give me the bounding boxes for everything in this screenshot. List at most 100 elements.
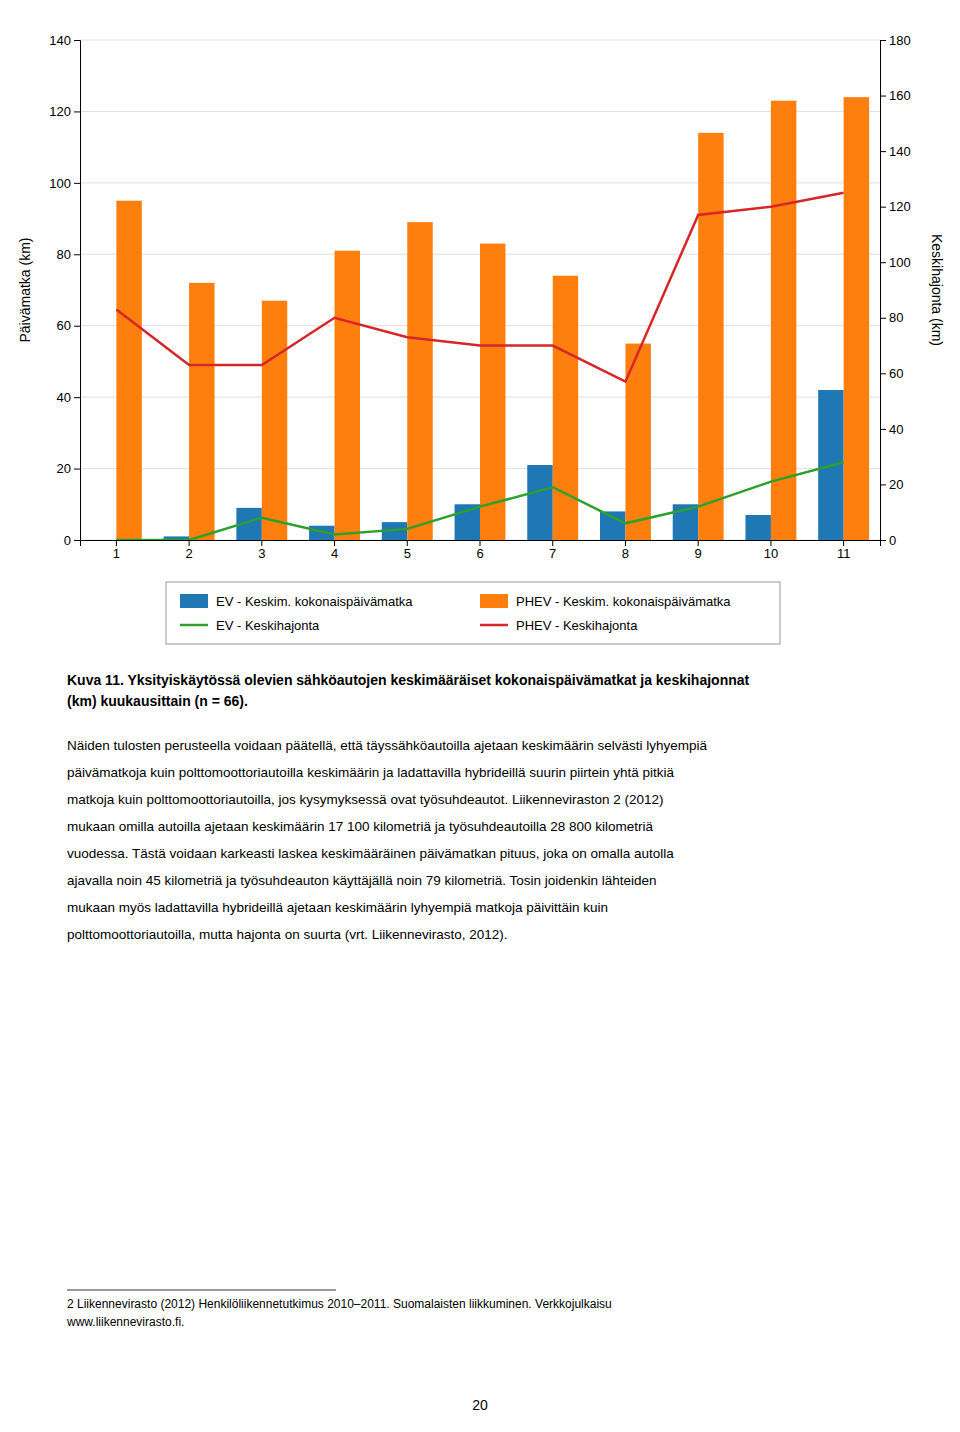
tick-label: 3 — [258, 546, 265, 561]
legend-swatch — [480, 594, 508, 608]
tick-mark — [189, 540, 190, 546]
tick-mark — [880, 484, 886, 485]
tick-label: 6 — [476, 546, 483, 561]
tick-label: 100 — [889, 255, 911, 270]
tick-mark — [74, 397, 80, 398]
y2-axis-title: Keskihajonta (km) — [929, 234, 945, 346]
tick-mark — [880, 262, 886, 263]
tick-mark — [880, 373, 886, 374]
tick-label: 4 — [331, 546, 338, 561]
tick-mark — [116, 540, 117, 546]
bar — [335, 251, 360, 540]
body-text: ajavalla noin 45 kilometriä ja työsuhdea… — [67, 873, 657, 888]
bar — [480, 244, 505, 540]
tick: 5 — [404, 540, 411, 561]
bar — [698, 133, 723, 540]
tick-label: 80 — [57, 247, 71, 262]
tick-mark — [552, 540, 553, 546]
tick-mark — [407, 540, 408, 546]
bar — [527, 465, 552, 540]
footnote: www.liikennevirasto.fi. — [66, 1315, 184, 1329]
tick-mark — [74, 183, 80, 184]
legend: EV - Keskim. kokonaispäivämatka PHEV - Ke… — [166, 582, 780, 644]
y-axis-title: Päivämatka (km) — [17, 237, 33, 342]
tick-label: 1 — [113, 546, 120, 561]
legend-label: PHEV - Keskim. kokonaispäivämatka — [516, 594, 731, 609]
tick: 100 — [49, 176, 80, 191]
bar — [91, 540, 116, 541]
tick: 40 — [880, 422, 903, 437]
tick-label: 20 — [57, 461, 71, 476]
tick: 10 — [764, 540, 778, 561]
axis-line — [74, 41, 81, 541]
tick: 160 — [880, 88, 911, 103]
bar — [407, 222, 432, 540]
tick: 20 — [880, 477, 903, 492]
legend-item: PHEV - Keskihajonta — [480, 618, 638, 633]
tick-label: 2 — [185, 546, 192, 561]
tick-mark — [880, 318, 886, 319]
tick-label: 10 — [764, 546, 778, 561]
tick-mark — [261, 540, 262, 546]
tick-label: 20 — [889, 477, 903, 492]
tick: 100 — [880, 255, 911, 270]
tick: 7 — [549, 540, 556, 561]
tick: 4 — [331, 540, 338, 561]
bar — [771, 101, 796, 540]
axis-line — [881, 41, 887, 541]
tick-label: 0 — [889, 533, 896, 548]
body-text: mukaan myös ladattavilla hybrideillä aje… — [67, 900, 608, 915]
y-axis: 020406080100120140 — [49, 33, 80, 548]
tick: 80 — [880, 310, 903, 325]
body-text: matkoja kuin polttomoottoriautoilla, jos… — [67, 792, 664, 807]
tick: 0 — [880, 533, 896, 548]
tick-label: 5 — [404, 546, 411, 561]
tick-mark — [74, 326, 80, 327]
grid — [80, 40, 880, 540]
tick-mark — [880, 40, 886, 41]
bar — [553, 276, 578, 540]
legend-label: EV - Keskim. kokonaispäivämatka — [216, 594, 413, 609]
body-text: polttomoottoriautoilla, mutta hajonta on… — [67, 927, 508, 942]
tick-mark — [74, 40, 80, 41]
line — [116, 193, 843, 382]
tick: 9 — [695, 540, 702, 561]
tick-mark — [74, 111, 80, 112]
tick: 180 — [880, 33, 911, 48]
page-number: 20 — [472, 1397, 488, 1413]
bar-series — [116, 97, 869, 540]
body-text: Näiden tulosten perusteella voidaan päät… — [67, 738, 708, 753]
plot-area — [116, 97, 869, 540]
tick: 3 — [258, 540, 265, 561]
tick-label: 120 — [49, 104, 71, 119]
footnote-rule — [67, 1290, 336, 1291]
tick: 120 — [49, 104, 80, 119]
tick-label: 160 — [889, 88, 911, 103]
legend-item: EV - Keskihajonta — [180, 618, 320, 633]
legend-item: EV - Keskim. kokonaispäivämatka — [180, 594, 413, 609]
tick-label: 11 — [837, 546, 851, 561]
tick-label: 8 — [622, 546, 629, 561]
tick-label: 60 — [57, 318, 71, 333]
grid-line — [80, 111, 880, 112]
tick-label: 120 — [889, 199, 911, 214]
page: 1234567891011020406080100120140020406080… — [0, 0, 960, 1432]
bar — [189, 283, 214, 540]
tick: 80 — [57, 247, 80, 262]
tick-mark — [770, 540, 771, 546]
bar — [844, 97, 869, 540]
tick: 60 — [57, 318, 80, 333]
legend-label: EV - Keskihajonta — [216, 618, 320, 633]
tick-label: 100 — [49, 176, 71, 191]
tick-label: 9 — [695, 546, 702, 561]
tick-label: 40 — [889, 422, 903, 437]
tick-mark — [843, 540, 844, 546]
tick-mark — [74, 254, 80, 255]
tick-mark — [74, 469, 80, 470]
tick-label: 80 — [889, 310, 903, 325]
caption: Kuva 11. Yksityiskäytössä olevien sähköa… — [67, 672, 750, 688]
footnote: 2 Liikennevirasto (2012) Henkilöliikenne… — [67, 1297, 612, 1311]
body-text: mukaan omilla autoilla ajetaan keskimäär… — [67, 819, 654, 834]
tick-label: 180 — [889, 33, 911, 48]
tick-label: 140 — [49, 33, 71, 48]
